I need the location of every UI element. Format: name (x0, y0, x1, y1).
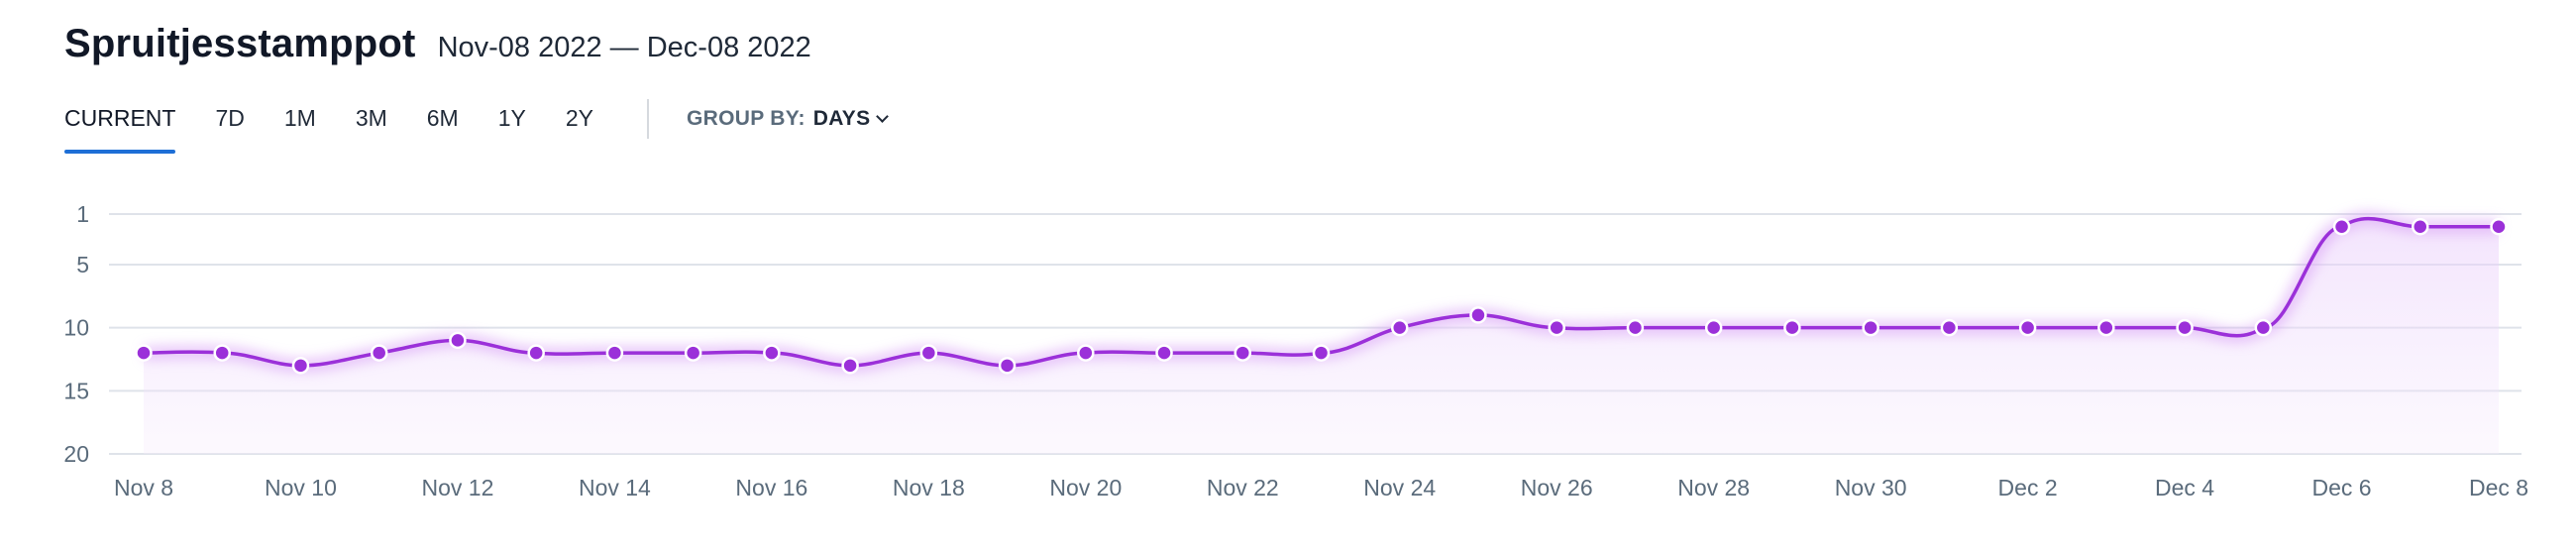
x-tick-label: Nov 12 (421, 475, 493, 500)
data-point[interactable] (1704, 318, 1723, 337)
y-tick-label: 10 (63, 315, 89, 341)
data-point[interactable] (527, 344, 545, 362)
data-point[interactable] (1548, 318, 1565, 337)
tab-3m[interactable]: 3M (355, 105, 387, 131)
data-point[interactable] (449, 331, 467, 350)
x-tick-label: Nov 10 (265, 475, 337, 500)
tab-7d[interactable]: 7D (215, 105, 245, 131)
data-point[interactable] (1783, 318, 1801, 337)
y-tick-label: 15 (63, 378, 89, 403)
x-tick-label: Nov 24 (1363, 475, 1436, 500)
data-point[interactable] (291, 357, 310, 375)
group-by-value: DAYS (812, 107, 871, 130)
date-range: Nov-08 2022 — Dec-08 2022 (437, 32, 811, 63)
x-tick-label: Dec 8 (2469, 475, 2528, 500)
y-tick-label: 20 (63, 441, 89, 467)
data-point[interactable] (2097, 318, 2115, 337)
x-tick-label: Nov 18 (893, 475, 965, 500)
time-range-tabs: CURRENT 7D 1M 3M 6M 1Y 2Y GROUP BY: DAYS (64, 95, 890, 159)
x-tick-label: Nov 26 (1521, 475, 1593, 500)
x-tick-label: Dec 4 (2155, 475, 2214, 500)
x-tick-label: Dec 6 (2311, 475, 2371, 500)
data-point[interactable] (2490, 217, 2508, 236)
data-point[interactable] (135, 344, 153, 362)
group-by-label: GROUP BY: (687, 107, 805, 130)
y-tick-label: 1 (76, 201, 89, 227)
x-tick-label: Nov 28 (1677, 475, 1750, 500)
x-tick-label: Nov 22 (1207, 475, 1279, 500)
data-point[interactable] (1390, 318, 1409, 337)
chart-title: Spruitjesstamppot (64, 22, 416, 65)
x-tick-label: Dec 2 (1998, 475, 2058, 500)
data-point[interactable] (1626, 318, 1645, 337)
data-point[interactable] (2018, 318, 2037, 337)
data-point[interactable] (763, 344, 781, 362)
data-point[interactable] (2176, 318, 2194, 337)
group-by-dropdown[interactable]: GROUP BY: DAYS (687, 95, 890, 131)
tab-6m[interactable]: 6M (426, 105, 459, 131)
data-point[interactable] (1077, 344, 1095, 362)
tab-divider (647, 99, 649, 139)
data-point[interactable] (370, 344, 388, 362)
data-point[interactable] (605, 344, 624, 362)
area-path (144, 218, 2499, 454)
chart-header: Spruitjesstamppot Nov-08 2022 — Dec-08 2… (64, 22, 811, 66)
data-point[interactable] (213, 344, 231, 362)
data-point[interactable] (998, 357, 1017, 375)
y-tick-label: 5 (76, 252, 89, 278)
x-tick-label: Nov 30 (1835, 475, 1907, 500)
data-point[interactable] (1862, 318, 1879, 337)
x-tick-label: Nov 8 (114, 475, 173, 500)
x-tick-label: Nov 14 (579, 475, 651, 500)
x-tick-label: Nov 20 (1049, 475, 1122, 500)
data-points (135, 217, 2508, 375)
data-point[interactable] (2254, 318, 2273, 337)
area-fill (144, 218, 2499, 454)
data-point[interactable] (1312, 344, 1331, 362)
data-point[interactable] (1469, 306, 1487, 324)
data-point[interactable] (684, 344, 702, 362)
x-tick-label: Nov 16 (735, 475, 807, 500)
data-point[interactable] (1155, 344, 1173, 362)
tab-2y[interactable]: 2Y (565, 105, 593, 131)
data-point[interactable] (841, 357, 859, 375)
tab-current[interactable]: CURRENT (64, 95, 176, 154)
tab-1m[interactable]: 1M (283, 105, 316, 131)
data-point[interactable] (2412, 217, 2429, 236)
data-point[interactable] (1940, 318, 1959, 337)
data-point[interactable] (1234, 344, 1252, 362)
data-point[interactable] (919, 344, 938, 362)
x-axis-ticks: Nov 8 Nov 10 Nov 12 Nov 14 Nov 16 Nov 18 Nov 2… (114, 475, 2528, 500)
data-point[interactable] (2332, 217, 2351, 236)
tab-1y[interactable]: 1Y (497, 105, 526, 131)
